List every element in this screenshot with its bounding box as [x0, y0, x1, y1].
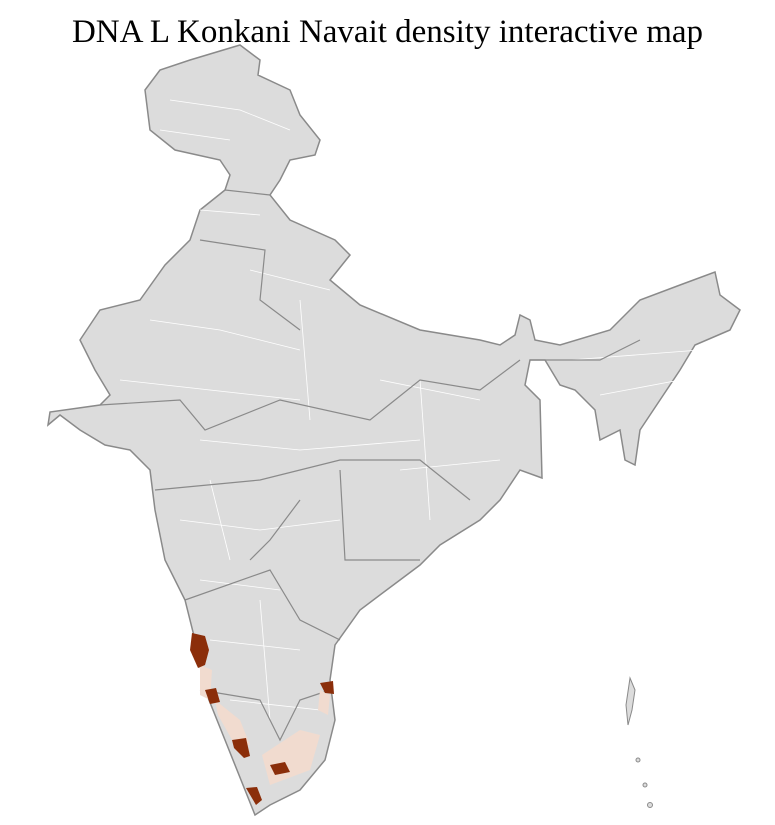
district-high-1[interactable]: [190, 633, 209, 668]
district-high-3[interactable]: [232, 738, 250, 758]
andaman-nicobar-islands: [625, 676, 653, 808]
map-title: DNA L Konkani Navait density interactive…: [71, 14, 704, 50]
district-high-2[interactable]: [205, 688, 220, 704]
india-landmass[interactable]: [46, 44, 741, 817]
state-borders: [99, 189, 641, 742]
district-low-tn-coast[interactable]: [318, 690, 330, 715]
country-outline: [46, 44, 741, 817]
district-high-4[interactable]: [270, 762, 290, 775]
district-low-kerala[interactable]: [215, 700, 250, 745]
district-high-5[interactable]: [246, 787, 262, 805]
density-high-districts: [190, 633, 334, 805]
district-high-6[interactable]: [320, 681, 334, 694]
district-borders: [119, 99, 701, 721]
